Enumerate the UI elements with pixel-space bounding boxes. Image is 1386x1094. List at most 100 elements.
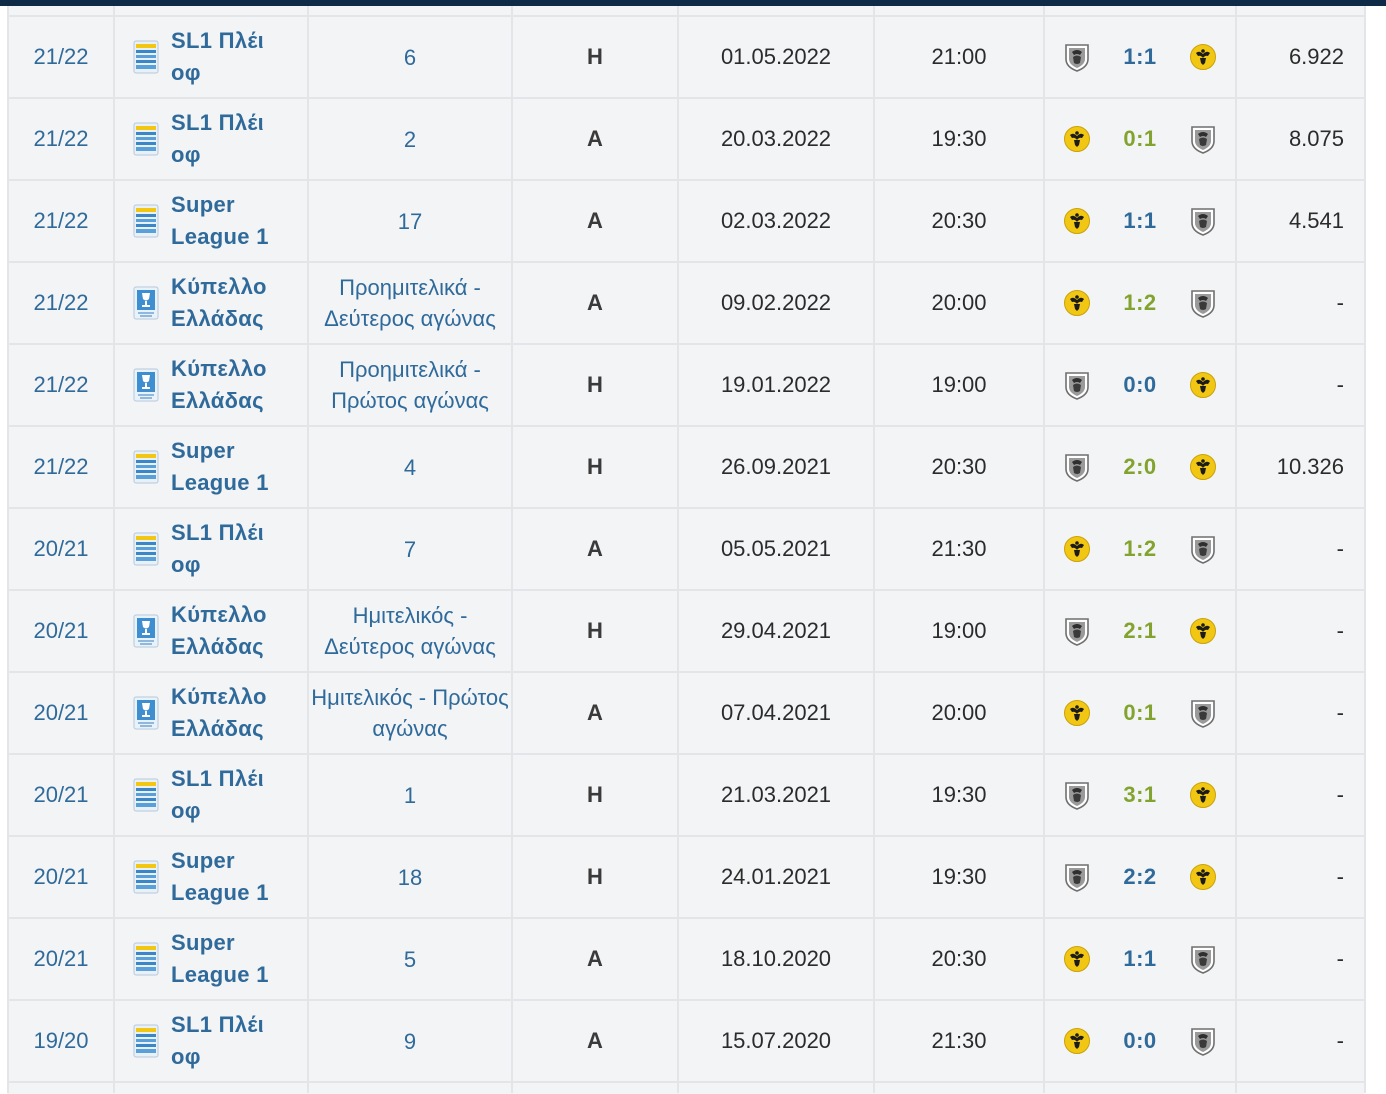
home-paok-crest-icon[interactable] — [1063, 370, 1091, 400]
home-paok-crest-icon[interactable] — [1063, 452, 1091, 482]
competition-link[interactable]: Κύπελλο Ελλάδας — [171, 684, 267, 741]
season-cell[interactable]: 21/22 — [7, 343, 115, 427]
round-link[interactable]: 9 — [403, 1028, 417, 1054]
match-score-link[interactable]: 1:1 — [1123, 208, 1157, 233]
season-link[interactable]: 21/22 — [33, 208, 89, 233]
competition-cell[interactable]: Super League 1 — [113, 179, 309, 263]
season-link[interactable]: 20/21 — [33, 700, 89, 725]
round-link[interactable]: Προημιτελικά - Δεύτερος αγώνας — [324, 275, 496, 331]
competition-link[interactable]: Κύπελλο Ελλάδας — [171, 356, 267, 413]
round-cell[interactable]: 4 — [307, 425, 513, 509]
competition-cell[interactable]: Κύπελλο Ελλάδας — [113, 671, 309, 755]
competition-cell[interactable]: Κύπελλο Ελλάδας — [113, 589, 309, 673]
home-paok-crest-icon[interactable] — [1063, 862, 1091, 892]
away-paok-crest-icon[interactable] — [1189, 698, 1217, 728]
round-link[interactable]: 7 — [403, 536, 417, 562]
round-link[interactable]: 5 — [403, 946, 417, 972]
round-link[interactable]: 17 — [397, 208, 423, 234]
competition-link[interactable]: SL1 Πλέι οφ — [171, 1012, 265, 1069]
competition-cell[interactable]: Κύπελλο Ελλάδας — [113, 261, 309, 345]
away-paok-crest-icon[interactable] — [1189, 944, 1217, 974]
season-link[interactable]: 21/22 — [33, 126, 89, 151]
season-cell[interactable]: 20/21 — [7, 753, 115, 837]
competition-cell[interactable]: Super League 1 — [113, 917, 309, 1001]
round-cell[interactable]: 1 — [307, 753, 513, 837]
match-score-link[interactable]: 3:1 — [1123, 782, 1157, 807]
competition-link[interactable]: Super League 1 — [171, 192, 269, 249]
home-paok-crest-icon[interactable] — [1063, 780, 1091, 810]
round-cell[interactable]: 2 — [307, 97, 513, 181]
match-score-link[interactable]: 2:0 — [1123, 454, 1157, 479]
round-link[interactable]: 18 — [397, 864, 423, 890]
away-paok-crest-icon[interactable] — [1189, 124, 1217, 154]
away-paok-crest-icon[interactable] — [1189, 534, 1217, 564]
round-cell[interactable]: Ημιτελικός - Πρώτος αγώνας — [307, 671, 513, 755]
season-cell[interactable]: 21/22 — [7, 15, 115, 99]
competition-cell[interactable]: SL1 Πλέι οφ — [113, 15, 309, 99]
round-link[interactable]: Ημιτελικός - Δεύτερος αγώνας — [324, 603, 496, 659]
season-cell[interactable]: 21/22 — [7, 97, 115, 181]
round-cell[interactable]: Ημιτελικός - Δεύτερος αγώνας — [307, 589, 513, 673]
competition-cell[interactable]: SL1 Πλέι οφ — [113, 753, 309, 837]
competition-link[interactable]: Super League 1 — [171, 930, 269, 987]
round-link[interactable]: Ημιτελικός - Πρώτος αγώνας — [311, 685, 509, 741]
match-score-link[interactable]: 1:2 — [1123, 290, 1157, 315]
round-link[interactable]: 6 — [403, 44, 417, 70]
away-aek-crest-icon[interactable] — [1189, 780, 1217, 810]
home-aek-crest-icon[interactable] — [1063, 1026, 1091, 1056]
season-link[interactable]: 20/21 — [33, 536, 89, 561]
round-cell[interactable]: 7 — [307, 507, 513, 591]
round-cell[interactable]: 18 — [307, 835, 513, 919]
away-aek-crest-icon[interactable] — [1189, 862, 1217, 892]
home-aek-crest-icon[interactable] — [1063, 698, 1091, 728]
round-cell[interactable]: 6 — [307, 15, 513, 99]
away-aek-crest-icon[interactable] — [1189, 42, 1217, 72]
season-link[interactable]: 20/21 — [33, 864, 89, 889]
away-aek-crest-icon[interactable] — [1189, 370, 1217, 400]
season-cell[interactable]: 20/21 — [7, 671, 115, 755]
match-score-link[interactable]: 0:1 — [1123, 700, 1157, 725]
season-cell[interactable]: 20/21 — [7, 835, 115, 919]
round-link[interactable]: 1 — [403, 782, 417, 808]
match-score-link[interactable]: 2:1 — [1123, 618, 1157, 643]
home-aek-crest-icon[interactable] — [1063, 944, 1091, 974]
round-link[interactable]: 2 — [403, 126, 417, 152]
competition-link[interactable]: Κύπελλο Ελλάδας — [171, 274, 267, 331]
match-score-link[interactable]: 2:2 — [1123, 864, 1157, 889]
round-cell[interactable]: 5 — [307, 917, 513, 1001]
match-score-link[interactable]: 0:1 — [1123, 126, 1157, 151]
season-link[interactable]: 20/21 — [33, 618, 89, 643]
round-cell[interactable]: 17 — [307, 179, 513, 263]
competition-cell[interactable]: SL1 Πλέι οφ — [113, 999, 309, 1083]
competition-cell[interactable]: SL1 Πλέι οφ — [113, 97, 309, 181]
competition-link[interactable]: SL1 Πλέι οφ — [171, 520, 265, 577]
match-score-link[interactable]: 1:1 — [1123, 946, 1157, 971]
competition-link[interactable]: SL1 Πλέι οφ — [171, 110, 265, 167]
season-link[interactable]: 21/22 — [33, 372, 89, 397]
competition-link[interactable]: SL1 Πλέι οφ — [171, 766, 265, 823]
competition-link[interactable]: Super League 1 — [171, 438, 269, 495]
match-score-link[interactable]: 1:2 — [1123, 536, 1157, 561]
home-aek-crest-icon[interactable] — [1063, 124, 1091, 154]
competition-link[interactable]: SL1 Πλέι οφ — [171, 28, 265, 85]
competition-cell[interactable]: SL1 Πλέι οφ — [113, 507, 309, 591]
match-score-link[interactable]: 0:0 — [1123, 1028, 1157, 1053]
season-cell[interactable]: 21/22 — [7, 425, 115, 509]
season-cell[interactable]: 20/21 — [7, 507, 115, 591]
match-score-link[interactable]: 1:1 — [1123, 44, 1157, 69]
season-cell[interactable]: 20/21 — [7, 589, 115, 673]
season-link[interactable]: 20/21 — [33, 946, 89, 971]
season-link[interactable]: 21/22 — [33, 44, 89, 69]
competition-link[interactable]: Κύπελλο Ελλάδας — [171, 602, 267, 659]
season-cell[interactable]: 21/22 — [7, 261, 115, 345]
match-score-link[interactable]: 0:0 — [1123, 372, 1157, 397]
away-aek-crest-icon[interactable] — [1189, 452, 1217, 482]
season-link[interactable]: 21/22 — [33, 454, 89, 479]
away-aek-crest-icon[interactable] — [1189, 616, 1217, 646]
home-aek-crest-icon[interactable] — [1063, 534, 1091, 564]
round-cell[interactable]: Προημιτελικά - Δεύτερος αγώνας — [307, 261, 513, 345]
season-cell[interactable]: 21/22 — [7, 179, 115, 263]
season-link[interactable]: 21/22 — [33, 290, 89, 315]
competition-cell[interactable]: Super League 1 — [113, 425, 309, 509]
round-link[interactable]: 4 — [403, 454, 417, 480]
